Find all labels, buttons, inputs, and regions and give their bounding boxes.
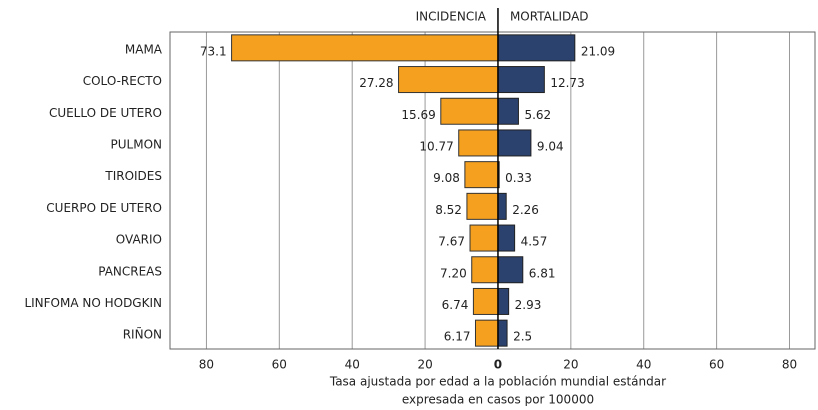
value-label: 5.62 bbox=[524, 108, 551, 122]
bar bbox=[466, 192, 499, 220]
value-label: 6.81 bbox=[529, 266, 556, 280]
value-label: 7.20 bbox=[440, 266, 467, 280]
bar bbox=[497, 97, 519, 125]
value-label: 15.69 bbox=[401, 108, 435, 122]
category-label: COLO-RECTO bbox=[83, 74, 162, 88]
value-label: 2.93 bbox=[515, 298, 542, 312]
value-label: 10.77 bbox=[419, 139, 453, 153]
x-tick-label: 80 bbox=[199, 358, 214, 372]
category-label: PULMON bbox=[111, 137, 162, 151]
value-label: 2.26 bbox=[512, 203, 539, 217]
value-label: 21.09 bbox=[581, 44, 615, 58]
x-tick-label: 20 bbox=[563, 358, 578, 372]
bar bbox=[497, 287, 510, 315]
x-tick-label: 80 bbox=[782, 358, 797, 372]
bar bbox=[497, 34, 576, 62]
value-label: 4.57 bbox=[521, 235, 548, 249]
x-tick-label: 60 bbox=[709, 358, 724, 372]
bar bbox=[497, 129, 532, 157]
bar bbox=[398, 66, 499, 94]
category-label: CUELLO DE UTERO bbox=[49, 106, 162, 120]
bar bbox=[472, 287, 499, 315]
category-label: PANCREAS bbox=[98, 264, 162, 278]
category-label: RIÑON bbox=[123, 327, 162, 342]
value-label: 6.74 bbox=[442, 298, 469, 312]
value-label: 7.67 bbox=[438, 235, 465, 249]
x-tick-label: 20 bbox=[417, 358, 432, 372]
value-label: 6.17 bbox=[444, 330, 471, 344]
x-axis-label: Tasa ajustada por edad a la población mu… bbox=[329, 375, 666, 389]
bar bbox=[458, 129, 499, 157]
x-tick-label: 40 bbox=[345, 358, 360, 372]
bar bbox=[497, 256, 524, 284]
value-label: 9.08 bbox=[433, 171, 460, 185]
bar bbox=[464, 161, 499, 189]
x-tick-label: 60 bbox=[272, 358, 287, 372]
value-label: 8.52 bbox=[435, 203, 462, 217]
bar bbox=[497, 224, 516, 252]
category-label: CUERPO DE UTERO bbox=[46, 201, 162, 215]
bar bbox=[469, 224, 499, 252]
category-label: OVARIO bbox=[116, 233, 162, 247]
bar bbox=[440, 97, 499, 125]
category-label: MAMA bbox=[125, 42, 163, 56]
x-tick-label: 40 bbox=[636, 358, 651, 372]
category-label: TIROIDES bbox=[104, 169, 162, 183]
value-label: 12.73 bbox=[550, 76, 584, 90]
bar bbox=[471, 256, 499, 284]
value-label: 73.1 bbox=[200, 44, 227, 58]
x-axis-label: expresada en casos por 100000 bbox=[402, 393, 594, 407]
category-label: LINFOMA NO HODGKIN bbox=[24, 296, 162, 310]
bar bbox=[497, 319, 508, 347]
value-label: 2.5 bbox=[513, 330, 532, 344]
bar bbox=[497, 192, 507, 220]
bar bbox=[474, 319, 499, 347]
legend-label: INCIDENCIA bbox=[416, 10, 487, 24]
bar bbox=[231, 34, 499, 62]
value-label: 9.04 bbox=[537, 139, 564, 153]
x-tick-label: 0 bbox=[494, 358, 502, 372]
plot-border bbox=[169, 31, 816, 350]
legend-label: MORTALIDAD bbox=[510, 10, 589, 24]
value-label: 0.33 bbox=[505, 171, 532, 185]
bar bbox=[497, 66, 545, 94]
value-label: 27.28 bbox=[359, 76, 393, 90]
